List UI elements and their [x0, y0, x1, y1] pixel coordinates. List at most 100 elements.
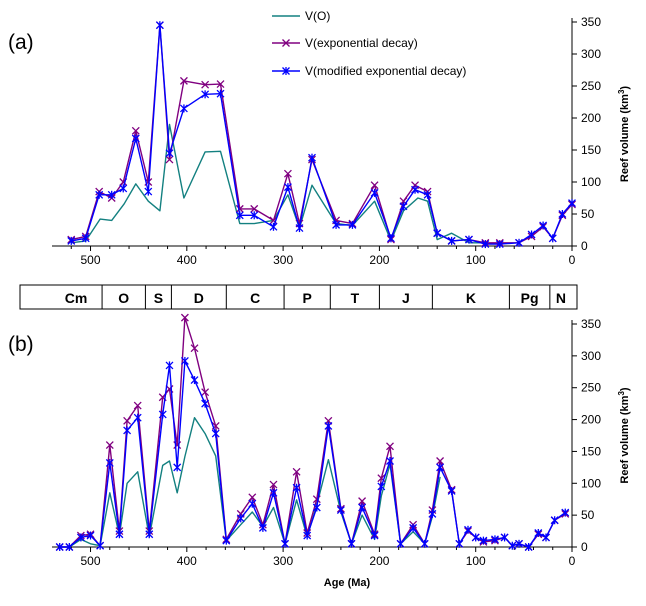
data-point-marker [292, 467, 301, 476]
data-point-marker [190, 376, 199, 385]
period-label: J [402, 290, 410, 306]
data-point-marker [515, 539, 523, 548]
data-point-marker [222, 536, 231, 545]
data-point-marker [303, 531, 312, 540]
period-label: S [154, 290, 163, 306]
data-point-marker [235, 204, 244, 213]
y-axis-title: Reef volume (km3) [617, 387, 631, 483]
data-point-marker [292, 483, 301, 492]
data-point-marker [464, 525, 472, 534]
x-tick-label: 300 [273, 253, 293, 267]
period-label: T [351, 290, 360, 306]
data-point-marker [423, 190, 432, 199]
data-point-marker [411, 185, 419, 194]
data-point-marker [558, 210, 567, 218]
data-point-marker [155, 21, 164, 30]
data-point-marker [377, 482, 386, 491]
y-tick-label: 250 [581, 381, 601, 395]
data-point-marker [358, 503, 367, 512]
x-tick-label: 400 [177, 554, 197, 568]
data-point-marker [131, 126, 140, 135]
data-point-marker [312, 495, 321, 504]
data-point-marker [269, 488, 278, 497]
data-point-marker [358, 497, 367, 506]
y-tick-label: 50 [581, 207, 595, 221]
data-point-marker [370, 181, 379, 190]
data-point-marker [527, 230, 536, 239]
data-point-marker [96, 541, 105, 550]
data-point-marker [201, 90, 210, 99]
y-tick-label: 100 [581, 476, 601, 490]
data-point-marker [324, 421, 333, 430]
data-point-marker [173, 463, 182, 472]
legend-label: V(O) [305, 9, 330, 23]
data-point-marker [283, 183, 292, 192]
data-point-marker [180, 356, 189, 365]
data-point-marker [201, 399, 210, 408]
data-point-marker [370, 188, 379, 197]
data-point-marker [248, 493, 257, 502]
period-label: O [118, 290, 129, 306]
data-point-marker [158, 410, 167, 419]
data-point-marker [258, 523, 267, 532]
data-point-marker [420, 539, 429, 548]
y-axis-title: Reef volume (km3) [617, 86, 631, 182]
period-label: D [194, 290, 204, 306]
data-point-marker [165, 155, 174, 164]
x-tick-label: 400 [177, 253, 197, 267]
data-point-marker [308, 153, 316, 162]
x-tick-label: 500 [81, 253, 101, 267]
data-point-marker [95, 190, 104, 199]
y-tick-label: 250 [581, 79, 601, 93]
data-point-marker [179, 104, 188, 113]
y-tick-label: 300 [581, 349, 601, 363]
data-point-marker [269, 216, 278, 225]
data-point-marker [269, 480, 278, 489]
panel-b-chart: 500 400 300 200 100 00 50 100 150 200 250 300 350 Ree… [8, 313, 631, 589]
data-point-marker [123, 416, 132, 425]
data-point-marker [211, 429, 220, 438]
data-point-marker [561, 508, 570, 517]
legend-label: V(modified exponential decay) [305, 64, 466, 78]
data-point-marker [336, 506, 345, 515]
series-line-v-exponential-decay- [59, 316, 566, 548]
y-tick-label: 200 [581, 111, 601, 125]
data-point-marker [248, 499, 257, 508]
data-point-marker [123, 426, 132, 435]
data-point-marker [165, 149, 174, 158]
data-point-marker [495, 240, 504, 249]
data-point-marker [515, 238, 523, 247]
data-point-marker [568, 199, 576, 208]
series-line-v-modified-exponential-decay- [71, 24, 573, 245]
x-tick-label: 100 [466, 253, 486, 267]
panel-letter: (b) [8, 333, 34, 356]
legend-label: V(exponential decay) [305, 36, 418, 50]
data-point-marker [524, 543, 533, 551]
x-tick-label: 200 [369, 253, 389, 267]
data-point-marker [235, 211, 244, 220]
data-point-marker [119, 184, 128, 193]
data-point-marker [133, 413, 142, 422]
data-point-marker [131, 134, 140, 143]
data-point-marker [465, 235, 473, 244]
data-point-marker [144, 187, 153, 196]
data-point-marker [81, 234, 90, 243]
legend-marker [282, 39, 290, 47]
data-point-marker [436, 457, 445, 465]
data-point-marker [387, 234, 395, 243]
data-point-marker [216, 89, 225, 98]
data-point-marker [548, 234, 557, 243]
series-line-v-modified-exponential-decay- [59, 360, 566, 548]
data-point-marker [455, 539, 464, 548]
data-point-marker [216, 80, 225, 89]
data-point-marker [86, 531, 95, 540]
data-point-marker [348, 220, 357, 229]
data-point-marker [236, 514, 245, 523]
data-point-marker [447, 236, 456, 245]
data-point-marker [133, 401, 142, 410]
y-tick-label: 300 [581, 47, 601, 61]
y-tick-label: 350 [581, 15, 601, 29]
y-tick-label: 350 [581, 317, 601, 331]
series-line-v-exponential-decay- [71, 24, 573, 244]
